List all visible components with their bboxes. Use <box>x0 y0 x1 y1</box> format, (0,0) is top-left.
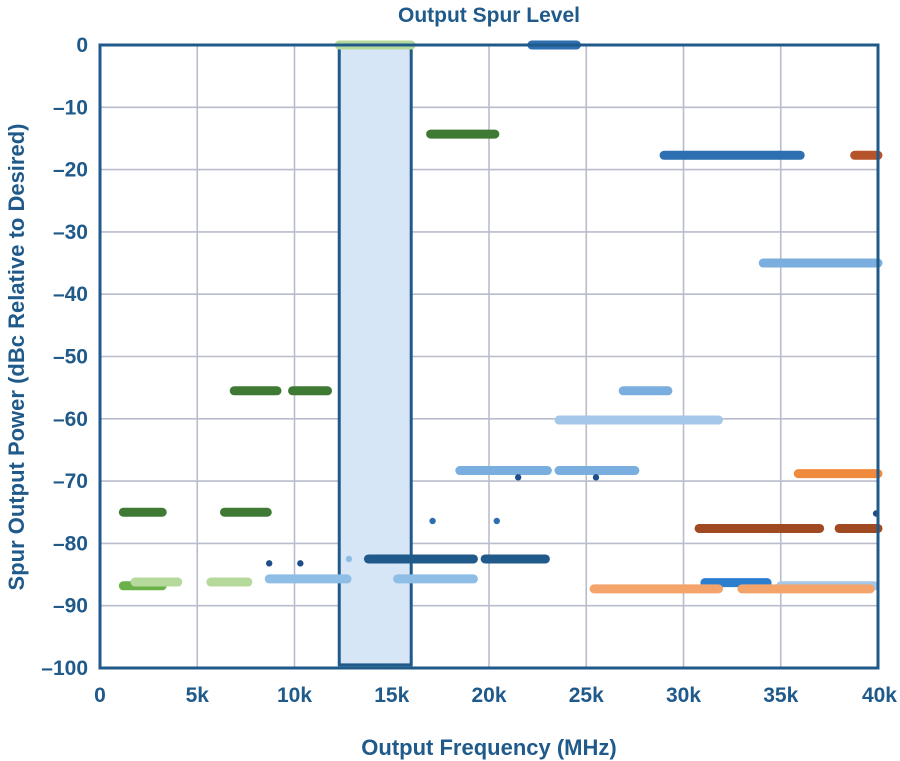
plot-frame <box>98 43 880 670</box>
y-tick-label: 0 <box>76 34 88 57</box>
y-tick-label: –40 <box>53 283 88 306</box>
x-tick-label: 5k <box>186 684 210 707</box>
x-tick-label: 40k <box>862 684 897 707</box>
grid <box>99 44 879 669</box>
x-tick-label: 30k <box>666 684 701 707</box>
spur-point <box>429 517 436 525</box>
x-tick-label: 35k <box>763 684 798 707</box>
y-tick-label: –30 <box>53 221 88 244</box>
y-tick-label: –70 <box>53 470 88 493</box>
x-tick-label: 15k <box>374 684 409 707</box>
data-series <box>118 40 883 594</box>
x-tick-label: 0 <box>94 684 106 707</box>
spur-point <box>345 555 353 563</box>
highlight-band-rect <box>337 43 413 667</box>
spur-point <box>514 474 522 481</box>
y-axis-title: Spur Output Power (dBc Relative to Desir… <box>4 124 29 591</box>
y-tick-label: –50 <box>53 346 88 369</box>
y-tick-label: –90 <box>53 595 88 618</box>
x-tick-labels: 0 5k 10k 15k 20k 25k 30k 35k 40k <box>94 684 897 707</box>
y-tick-label: –20 <box>53 159 88 182</box>
y-tick-label: –10 <box>53 96 88 119</box>
highlight-band <box>337 43 413 667</box>
plot-border <box>98 43 880 670</box>
y-tick-labels: 0 –10 –20 –30 –40 –50 –60 –70 –80 –90 –100 <box>41 34 88 680</box>
chart-title: Output Spur Level <box>398 4 580 27</box>
x-tick-label: 20k <box>471 684 506 707</box>
spur-point <box>266 560 273 567</box>
spur-point <box>493 517 500 525</box>
y-tick-label: –100 <box>41 657 88 680</box>
x-tick-label: 10k <box>277 684 312 707</box>
x-axis-title: Output Frequency (MHz) <box>361 735 616 760</box>
spur-point <box>592 474 600 481</box>
spur-point <box>297 560 304 567</box>
y-tick-label: –60 <box>53 408 88 431</box>
y-tick-label: –80 <box>53 532 88 555</box>
x-tick-label: 25k <box>569 684 604 707</box>
